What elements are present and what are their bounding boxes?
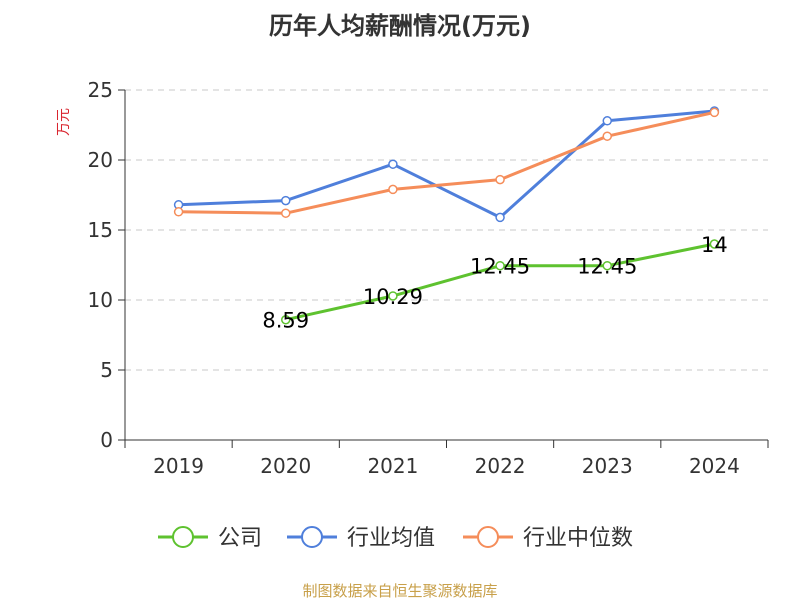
y-axis-label: 万元 — [56, 108, 72, 136]
x-tick-label: 2024 — [689, 454, 740, 478]
data-point — [602, 131, 612, 141]
legend-marker — [172, 526, 194, 548]
data-point — [602, 116, 612, 126]
data-point — [388, 159, 398, 169]
x-tick-label: 2020 — [260, 454, 311, 478]
chart-title: 历年人均薪酬情况(万元) — [269, 12, 531, 40]
data-label: 10.29 — [363, 285, 423, 309]
data-label: 8.59 — [262, 309, 309, 333]
legend-label: 行业中位数 — [523, 526, 633, 551]
series-line-2 — [178, 110, 715, 215]
y-tick-label: 10 — [88, 288, 113, 312]
x-tick-label: 2021 — [367, 454, 418, 478]
data-point — [388, 184, 398, 195]
legend-label: 公司 — [218, 526, 262, 551]
y-tick-label: 0 — [100, 428, 113, 452]
y-tick-label: 20 — [88, 148, 113, 172]
data-point — [281, 208, 291, 218]
data-label: 12.45 — [470, 255, 530, 279]
legend-label: 行业均值 — [347, 526, 435, 551]
y-tick-label: 15 — [88, 218, 113, 242]
legend-marker — [301, 526, 323, 548]
axes: 0 5 10 15 20 25 2019 2020 2021 2022 2023 2024 — [88, 78, 769, 478]
y-tick-label: 5 — [100, 358, 113, 382]
data-point — [281, 195, 291, 206]
y-tick-label: 25 — [88, 78, 113, 102]
data-point — [495, 174, 505, 185]
series-lines — [173, 106, 720, 325]
data-label: 12.45 — [577, 255, 637, 279]
data-point — [709, 239, 720, 249]
data-point — [602, 260, 612, 271]
x-tick-label: 2022 — [475, 454, 526, 478]
series-line-1 — [178, 109, 715, 219]
legend: 公司 行业均值 行业中位数 — [158, 526, 633, 551]
grid-lines — [125, 89, 768, 371]
data-labels: 8.59 10.29 12.45 12.45 14 — [262, 233, 727, 333]
data-point — [173, 207, 184, 217]
x-tick-label: 2023 — [582, 454, 633, 478]
x-tick-label: 2019 — [153, 454, 204, 478]
data-label: 14 — [701, 233, 728, 257]
data-point — [495, 260, 505, 271]
data-point — [388, 291, 398, 301]
data-point — [709, 107, 720, 118]
data-point — [281, 314, 291, 325]
legend-marker — [477, 526, 499, 548]
source-note: 制图数据来自恒生聚源数据库 — [302, 582, 497, 600]
data-point — [495, 212, 505, 223]
